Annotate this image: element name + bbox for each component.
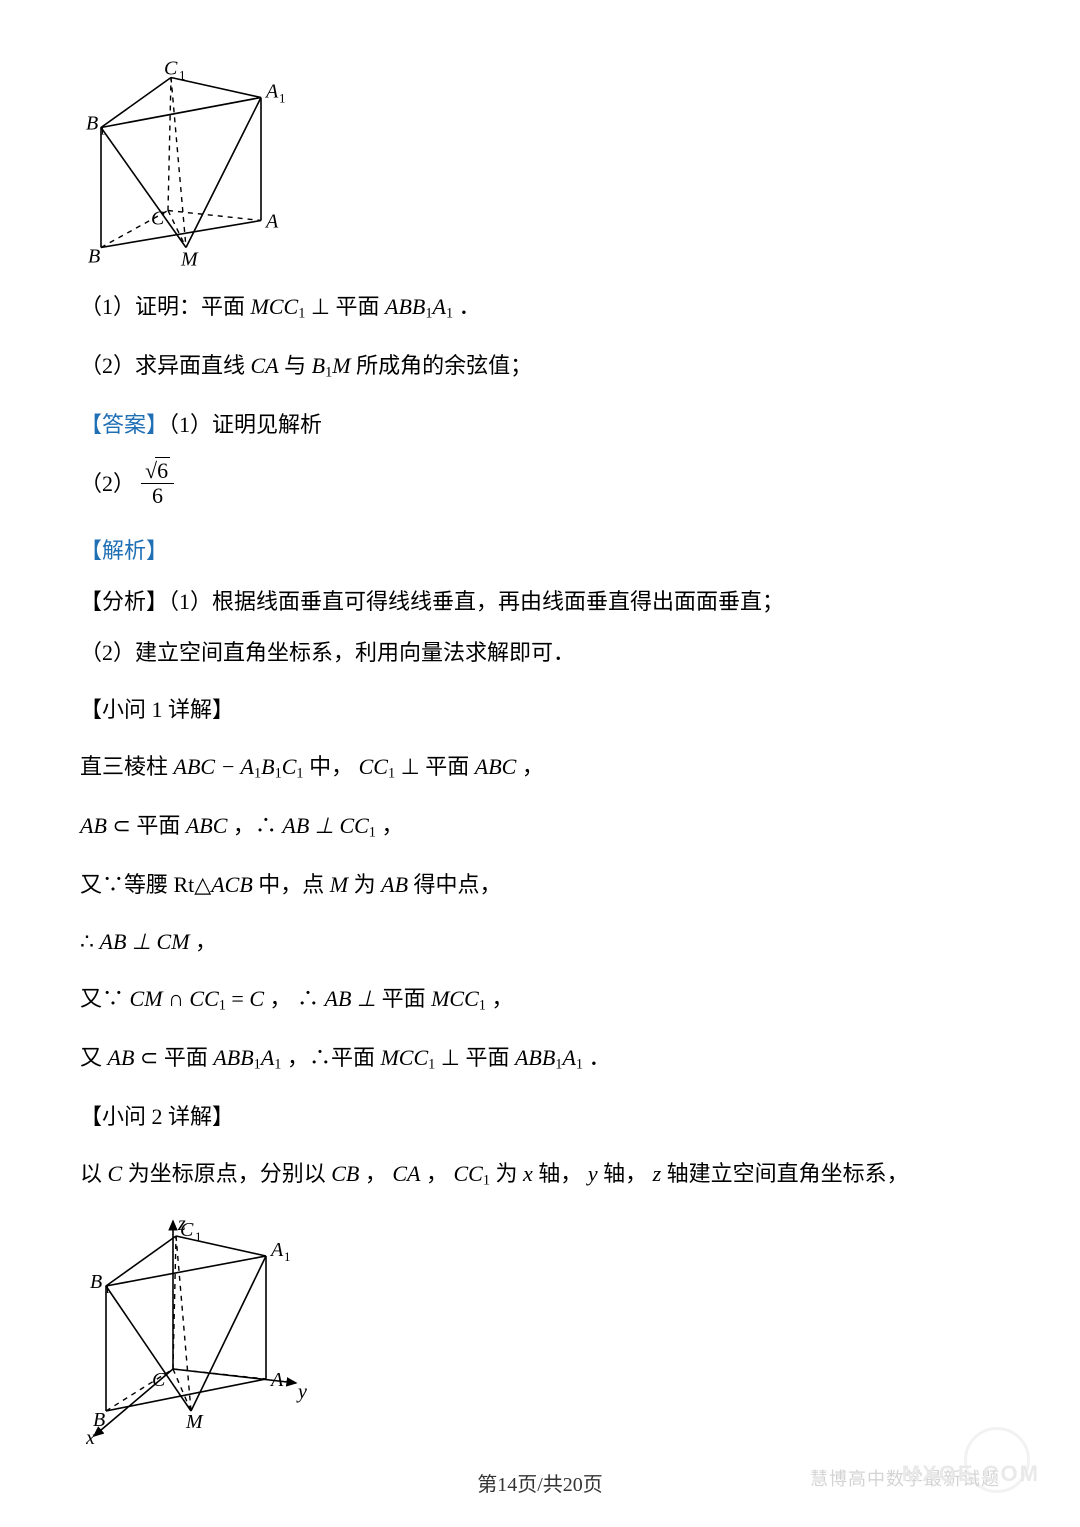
answer-line-2: （2） √6 6	[80, 459, 1000, 508]
q1-line-4: ∴ AB ⊥ CM ，	[80, 925, 1000, 958]
svg-text:x: x	[86, 1427, 95, 1446]
q1-line-6: 又 AB ⊂ 平面 ABB1A1 ，∴平面 MCC1 ⊥ 平面 ABB1A1 ．	[80, 1041, 1000, 1076]
page-container: B1 C1 A1 B C A M （1）证明：平面 MCC1 ⊥ 平面 ABB1…	[0, 0, 1080, 1527]
svg-text:A: A	[264, 81, 279, 103]
svg-text:A: A	[269, 1239, 284, 1261]
svg-text:y: y	[296, 1381, 307, 1403]
svg-text:B: B	[86, 113, 98, 135]
svg-text:M: M	[180, 249, 199, 271]
svg-text:C: C	[152, 1369, 166, 1391]
q1-line-2: AB ⊂ 平面 ABC ，∴ AB ⊥ CC1 ，	[80, 809, 1000, 844]
subquestion-1-header: 【小问 1 详解】	[80, 693, 1000, 726]
svg-text:1: 1	[279, 91, 286, 106]
svg-text:1: 1	[284, 1249, 291, 1264]
problem-part-1: （1）证明：平面 MCC1 ⊥ 平面 ABB1A1 ．	[80, 290, 1000, 325]
q1-line-1: 直三棱柱 ABC − A1B1C1 中， CC1 ⊥ 平面 ABC ，	[80, 750, 1000, 785]
problem-part-2: （2）求异面直线 CA 与 B1M 所成角的余弦值；	[80, 349, 1000, 384]
svg-text:C: C	[151, 208, 165, 230]
q1-line-5: 又∵ CM ∩ CC1 = C ， ∴ AB ⊥ 平面 MCC1 ，	[80, 982, 1000, 1017]
q1-line-3: 又∵等腰 Rt△ACB 中，点 M 为 AB 得中点，	[80, 868, 1000, 901]
svg-text:1: 1	[179, 68, 186, 83]
svg-text:z: z	[177, 1216, 186, 1235]
svg-text:C: C	[164, 60, 178, 80]
svg-text:M: M	[185, 1411, 204, 1433]
svg-text:B: B	[88, 246, 100, 268]
answer-label: 【答案】	[80, 412, 168, 437]
watermark: 慧博高中数学最新试题 MXQE.COM	[800, 1427, 1040, 1497]
analysis-line-2: （2）建立空间直角坐标系，利用向量法求解即可．	[80, 636, 1000, 669]
answer-line-1: 【答案】（1）证明见解析	[80, 408, 1000, 441]
figure-2: B1 C1 A1 B C A M z y x	[86, 1216, 1000, 1446]
analysis-line-1: 【分析】（1）根据线面垂直可得线线垂直，再由线面垂直得出面面垂直；	[80, 585, 1000, 618]
subquestion-2-header: 【小问 2 详解】	[80, 1100, 1000, 1133]
svg-text:1: 1	[99, 123, 106, 138]
svg-text:1: 1	[195, 1229, 202, 1244]
figure-1: B1 C1 A1 B C A M	[86, 60, 1000, 270]
svg-text:1: 1	[104, 1281, 111, 1296]
svg-text:A: A	[264, 211, 279, 233]
watermark-text-2: MXQE.COM	[902, 1461, 1040, 1487]
svg-text:B: B	[90, 1271, 102, 1293]
answer-fraction: √6 6	[141, 459, 174, 508]
analysis-label: 【解析】	[80, 534, 1000, 567]
svg-text:A: A	[269, 1369, 284, 1391]
q2-line-1: 以 C 为坐标原点，分别以 CB ， CA ， CC1 为 x 轴， y 轴， …	[80, 1157, 1000, 1192]
